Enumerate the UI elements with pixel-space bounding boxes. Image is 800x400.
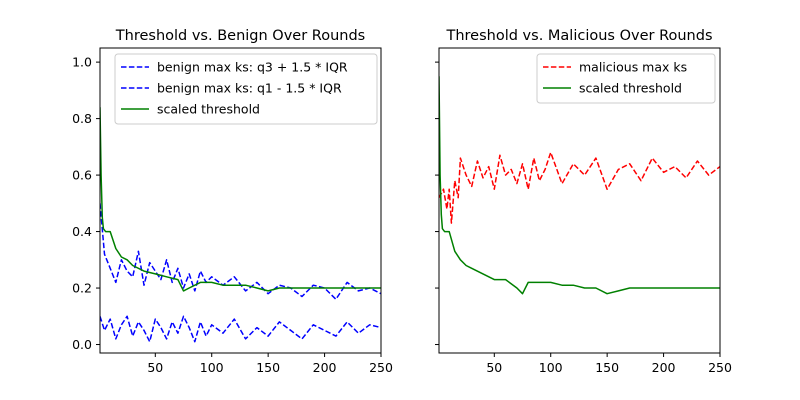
x-tick-label: 250 — [369, 360, 393, 375]
legend: benign max ks: q3 + 1.5 * IQR benign max … — [114, 53, 378, 125]
axes-frame — [438, 47, 721, 354]
series-line-benign-max-ks-q3-1-5-iqr — [100, 203, 381, 301]
legend-label: benign max ks: q1 - 1.5 * IQR — [157, 81, 342, 96]
benign-chart-panel: 50 100 150 200 250 0.0 0.2 0.4 0.6 0.8 1.0 Threshol… — [72, 28, 393, 375]
legend: malicious max ks scaled threshold — [536, 53, 716, 104]
x-tick-label: 200 — [652, 360, 676, 375]
legend-box — [536, 53, 716, 104]
series-line-scaled-threshold — [100, 107, 381, 292]
x-tick-label: 50 — [147, 360, 163, 375]
y-tick-label: 0.4 — [72, 224, 92, 239]
chart-title: Threshold vs. Malicious Over Rounds — [445, 28, 712, 44]
x-tick-label: 150 — [256, 360, 280, 375]
x-tick-label: 200 — [313, 360, 337, 375]
y-tick-label: 0.0 — [72, 337, 92, 352]
malicious-chart-panel: 50 100 150 200 250 Threshold vs. Malicious Ov… — [435, 28, 732, 375]
y-tick-label: 0.6 — [72, 168, 92, 183]
x-tick-label: 100 — [200, 360, 224, 375]
legend-label: benign max ks: q3 + 1.5 * IQR — [157, 60, 348, 75]
axes-frame — [99, 47, 382, 354]
legend-label: scaled threshold — [579, 81, 682, 96]
x-tick-label: 100 — [539, 360, 563, 375]
y-tick-label: 1.0 — [72, 55, 92, 70]
x-tick-label: 50 — [486, 360, 502, 375]
y-tick-label: 0.2 — [72, 281, 92, 296]
x-tick-label: 150 — [595, 360, 619, 375]
x-tick-label: 250 — [708, 360, 732, 375]
chart-title: Threshold vs. Benign Over Rounds — [115, 28, 365, 44]
series-line-malicious-max-ks — [439, 151, 720, 224]
plot-area — [100, 107, 381, 343]
legend-label: scaled threshold — [157, 102, 260, 117]
y-tick-label: 0.8 — [72, 111, 92, 126]
series-line-scaled-threshold — [439, 76, 720, 295]
legend-box — [114, 53, 378, 125]
plot-area — [439, 76, 720, 295]
legend-label: malicious max ks — [579, 60, 687, 75]
series-line-benign-max-ks-q1-1-5-iqr — [100, 315, 381, 343]
